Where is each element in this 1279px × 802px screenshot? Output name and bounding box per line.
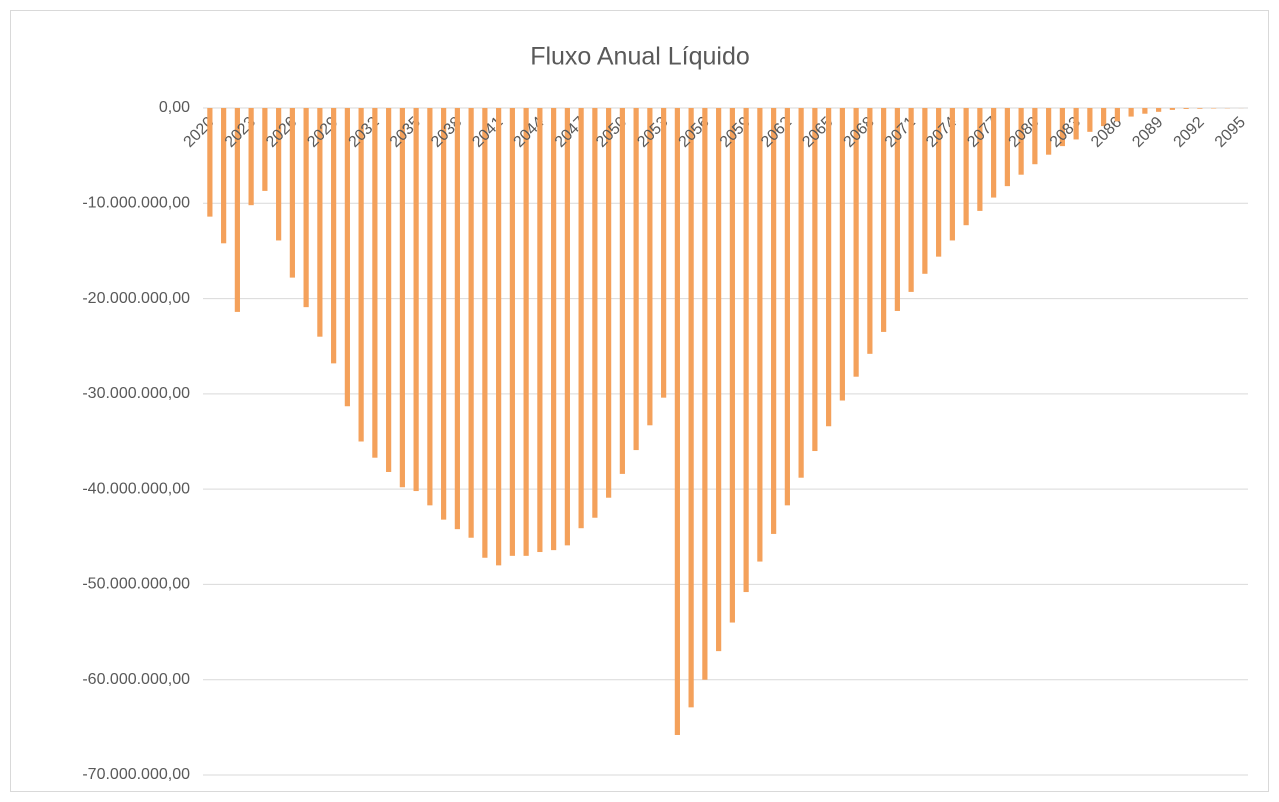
- bar: [757, 108, 763, 562]
- bar: [1032, 108, 1038, 165]
- bar: [482, 108, 488, 558]
- bar: [826, 108, 832, 427]
- bar: [1018, 108, 1024, 175]
- bar: [234, 108, 240, 312]
- bar: [276, 108, 282, 241]
- bar: [798, 108, 804, 478]
- bar: [509, 108, 515, 556]
- y-tick-label: -10.000.000,00: [82, 195, 190, 212]
- bar: [1059, 108, 1065, 147]
- bar: [578, 108, 584, 529]
- bar: [853, 108, 859, 377]
- bar: [1073, 108, 1079, 140]
- bar: [372, 108, 378, 458]
- bar: [743, 108, 749, 593]
- bar: [1101, 108, 1107, 127]
- bar: [1197, 108, 1203, 109]
- chart-border: [10, 10, 1269, 792]
- bar: [1046, 108, 1052, 155]
- bar: [688, 108, 694, 708]
- bar: [303, 108, 309, 308]
- bar: [991, 108, 997, 198]
- bar: [386, 108, 392, 472]
- bar: [949, 108, 955, 241]
- bar: [427, 108, 433, 506]
- bar: [647, 108, 653, 426]
- chart-title: Fluxo Anual Líquido: [530, 43, 750, 71]
- bar: [441, 108, 447, 520]
- bar: [716, 108, 722, 652]
- bar: [963, 108, 969, 226]
- bar: [331, 108, 337, 364]
- bar: [551, 108, 557, 551]
- bar: [1004, 108, 1010, 187]
- y-tick-label: -60.000.000,00: [82, 671, 190, 688]
- bar: [289, 108, 295, 278]
- bar: [606, 108, 612, 498]
- bar: [661, 108, 667, 398]
- bar: [619, 108, 625, 474]
- y-tick-label: -50.000.000,00: [82, 576, 190, 593]
- bar: [468, 108, 474, 538]
- bar: [729, 108, 735, 623]
- bar: [867, 108, 873, 354]
- bar: [839, 108, 845, 401]
- bar: [977, 108, 983, 211]
- y-tick-label: -70.000.000,00: [82, 766, 190, 783]
- bar: [592, 108, 598, 518]
- bar: [454, 108, 460, 530]
- bar: [1128, 108, 1134, 117]
- bar: [358, 108, 364, 442]
- bar: [496, 108, 502, 566]
- bar: [784, 108, 790, 506]
- bar: [317, 108, 323, 337]
- bar: [881, 108, 887, 332]
- bar: [1169, 108, 1175, 110]
- bar: [1142, 108, 1148, 114]
- bar: [1087, 108, 1093, 132]
- bar: [894, 108, 900, 311]
- bar: [674, 108, 680, 735]
- y-tick-label: -30.000.000,00: [82, 385, 190, 402]
- bar: [207, 108, 213, 217]
- y-tick-label: 0,00: [159, 99, 190, 116]
- bar: [633, 108, 639, 451]
- bar: [908, 108, 914, 292]
- bar: [936, 108, 942, 257]
- bar: [771, 108, 777, 534]
- bar: [1183, 108, 1189, 109]
- bar: [523, 108, 529, 556]
- bar: [702, 108, 708, 680]
- bar: [537, 108, 543, 553]
- y-tick-label: -20.000.000,00: [82, 290, 190, 307]
- bar: [344, 108, 350, 407]
- bar: [413, 108, 419, 492]
- bar: [1114, 108, 1120, 122]
- bar: [399, 108, 405, 488]
- bar: [248, 108, 254, 206]
- bar: [812, 108, 818, 452]
- bar: [262, 108, 268, 191]
- bar: [1156, 108, 1162, 112]
- bar: [564, 108, 570, 546]
- y-tick-label: -40.000.000,00: [82, 480, 190, 497]
- bar: [922, 108, 928, 274]
- bar: [221, 108, 227, 244]
